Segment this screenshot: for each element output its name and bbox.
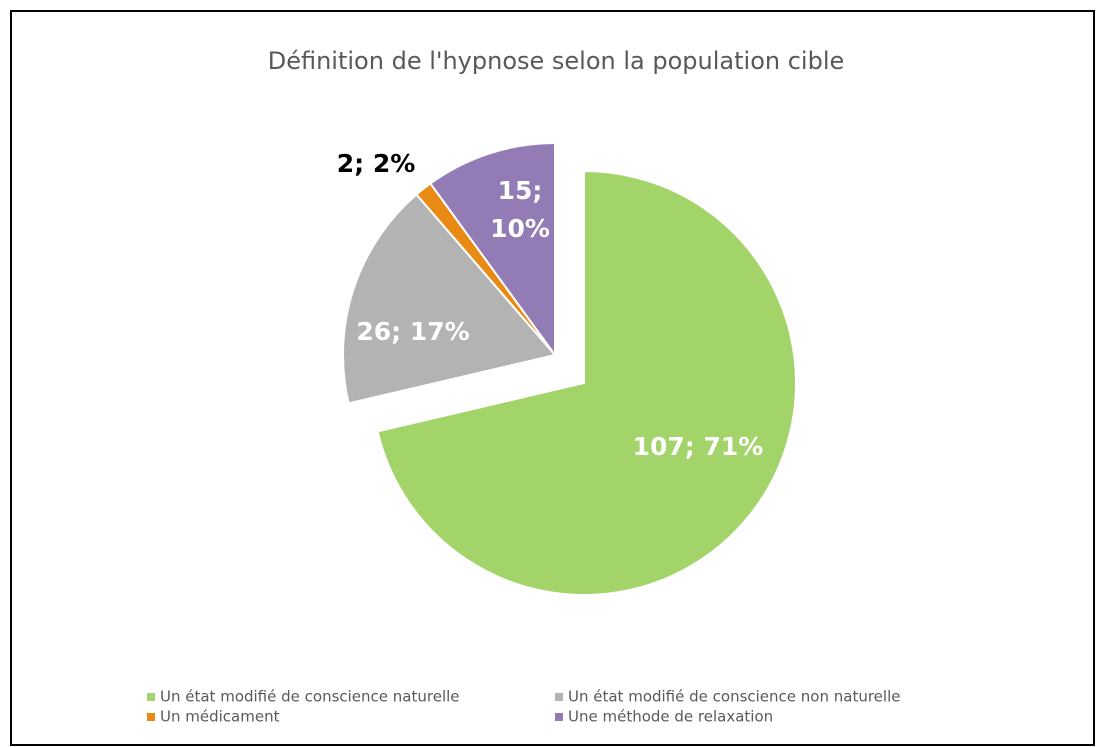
legend-text: Une méthode de relaxation (568, 708, 773, 726)
legend-text: Un état modifié de conscience naturelle (160, 688, 460, 706)
slice-label: 15; 10% (490, 176, 550, 243)
pie-slice (376, 169, 797, 596)
pie-slice (342, 193, 557, 405)
pie-slice (428, 141, 556, 359)
legend-swatch (555, 693, 563, 701)
chart-frame (10, 10, 1095, 746)
legend-swatch (147, 713, 155, 721)
legend-text: Un médicament (160, 708, 280, 726)
legend-swatch (555, 713, 563, 721)
slice-label: 2; 2% (337, 149, 416, 178)
legend-text: Un état modifié de conscience non nature… (568, 688, 900, 706)
legend-swatch (147, 693, 155, 701)
slice-label: 26; 17% (356, 317, 469, 346)
chart-title: Définition de l'hypnose selon la populat… (268, 47, 845, 75)
slice-label: 107; 71% (633, 432, 764, 461)
